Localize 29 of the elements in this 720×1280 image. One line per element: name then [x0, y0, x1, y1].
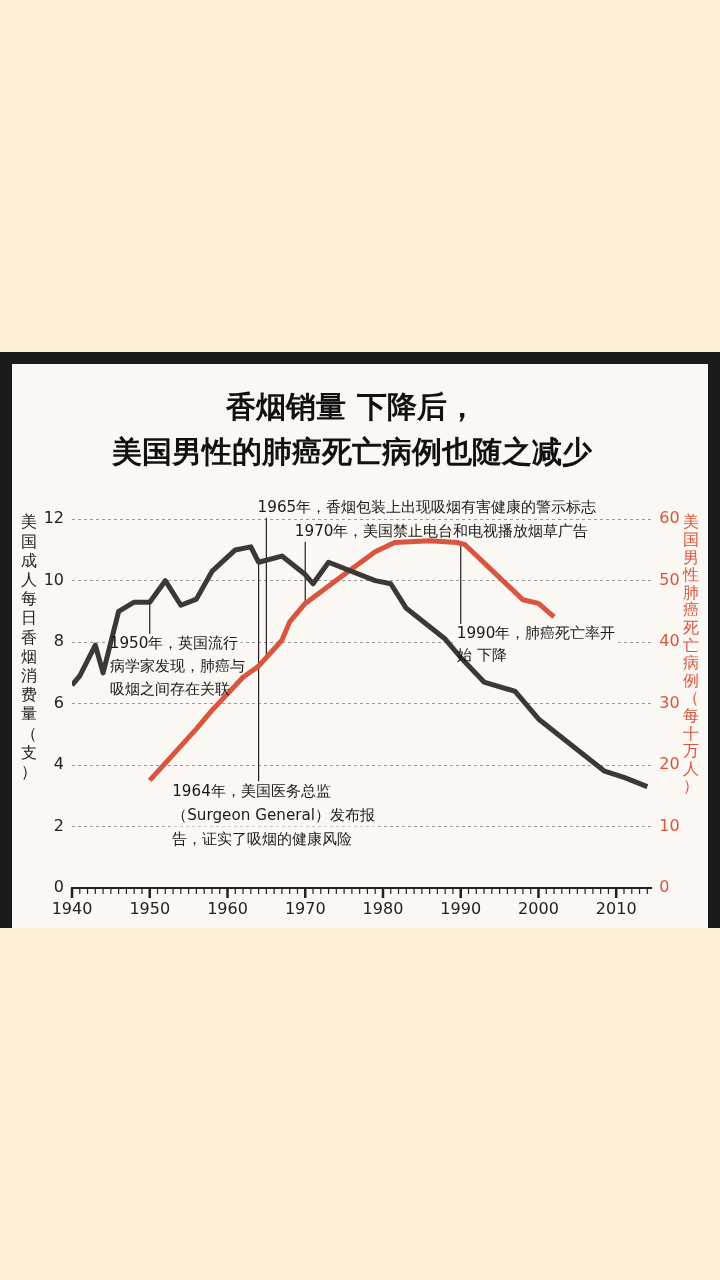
y-tick-label: 2: [53, 815, 64, 835]
x-tick-label: 1980: [362, 898, 404, 918]
annotation: 1970年，美国禁止电台和电视播放烟草广告: [294, 521, 589, 540]
y2-tick-label: 40: [659, 631, 680, 651]
x-tick-label: 2000: [518, 898, 559, 918]
x-tick-label: 1960: [207, 898, 248, 918]
y-tick-label: 0: [53, 877, 64, 897]
chart-subtitle: 美国男性的肺癌死亡病例也随之减少: [110, 434, 593, 470]
y2-tick-label: 0: [659, 877, 670, 897]
text: 美国成人每日香烟消费量（支）: [20, 512, 37, 781]
x-tick-label: 1970: [284, 898, 326, 918]
x-tick-label: 1950: [129, 898, 171, 918]
annotation: 1964年，美国医务总监（Surgeon General）发布报告，证实了吸烟的健康风险: [172, 781, 376, 848]
y2-tick-label: 60: [659, 508, 680, 528]
x-tick-label: 1990: [440, 898, 482, 918]
chart-title: 香烟销量 下降后，: [225, 389, 477, 425]
y2-tick-label: 20: [659, 754, 680, 774]
y-tick-label: 10: [43, 569, 64, 589]
y2-tick-label: 30: [659, 692, 680, 712]
y-tick-label: 12: [43, 508, 64, 528]
y2-tick-label: 50: [659, 569, 680, 589]
y-tick-label: 8: [53, 631, 64, 651]
y2-tick-label: 10: [659, 815, 680, 835]
y-tick-label: 4: [53, 754, 64, 774]
x-tick-label: 1940: [51, 898, 93, 918]
annotation: 1965年，香烟包装上出现吸烟有害健康的警示标志: [257, 497, 597, 516]
x-tick-label: 2010: [595, 898, 637, 918]
text: 美国男性肺癌死亡病例（每十万人）: [683, 512, 700, 796]
y-tick-label: 6: [53, 692, 64, 712]
